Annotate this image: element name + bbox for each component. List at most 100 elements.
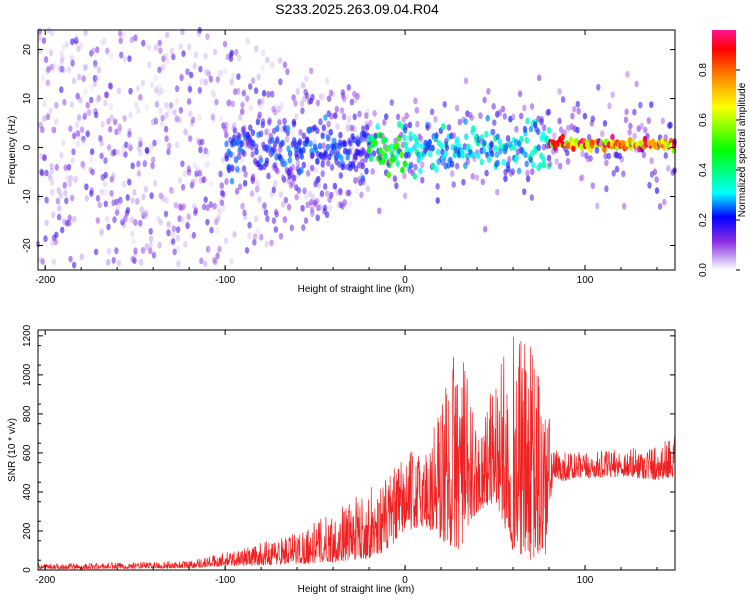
- spectrogram-point: [115, 148, 120, 156]
- spectrogram-point: [641, 151, 647, 159]
- spectrogram-point: [95, 46, 100, 54]
- spectrogram-point: [297, 138, 303, 146]
- spectrogram-point: [232, 134, 237, 142]
- spectrogram-point: [406, 151, 411, 159]
- spectrogram-point: [329, 112, 334, 120]
- spectrogram-point: [537, 74, 542, 82]
- spectrogram-point: [332, 112, 338, 119]
- spectrogram-point: [173, 202, 179, 209]
- spectrogram-point: [427, 122, 432, 129]
- y-tick-label: 400: [22, 483, 33, 500]
- spectrogram-point: [247, 221, 252, 229]
- spectrogram-point: [544, 135, 549, 143]
- spectrogram-point: [304, 193, 309, 201]
- spectrogram-point: [400, 166, 405, 174]
- spectrogram-point: [49, 29, 55, 37]
- spectrogram-point: [460, 148, 465, 156]
- spectrogram-point: [255, 179, 260, 187]
- spectrogram-point: [203, 78, 208, 86]
- spectrogram-point: [522, 125, 528, 133]
- spectrogram-point: [291, 94, 296, 101]
- spectrogram-point: [174, 97, 180, 105]
- spectrogram-point: [57, 204, 62, 212]
- spectrogram-point: [490, 150, 495, 158]
- spectrogram-point: [84, 194, 90, 202]
- spectrogram-point: [517, 90, 523, 98]
- spectrogram-point: [338, 187, 343, 195]
- spectrogram-point: [127, 141, 132, 149]
- spectrogram-point: [309, 199, 314, 206]
- spectrogram-point: [37, 34, 42, 42]
- spectrogram-point: [340, 89, 346, 96]
- spectrogram-point: [434, 132, 439, 139]
- spectrogram-point: [187, 43, 192, 51]
- spectrogram-point: [250, 143, 255, 151]
- spectrogram-point: [663, 152, 668, 159]
- spectrogram-frame: [37, 29, 676, 271]
- spectrogram-point: [417, 133, 422, 141]
- spectrogram-point: [480, 178, 485, 186]
- spectrogram-point: [324, 211, 330, 219]
- spectrogram-point: [70, 157, 75, 165]
- spectrogram-point: [273, 109, 278, 116]
- spectrogram-point: [189, 182, 195, 189]
- spectrogram-point: [340, 163, 345, 171]
- spectrogram-point: [171, 225, 177, 233]
- spectrogram-point: [446, 124, 452, 131]
- spectrogram-point: [42, 115, 47, 122]
- spectrogram-point: [242, 150, 247, 158]
- spectrogram-point: [82, 113, 87, 120]
- spectrogram-point: [392, 175, 398, 183]
- spectrogram-point: [627, 128, 632, 136]
- spectrogram-point: [40, 74, 46, 82]
- spectrogram-point: [281, 176, 287, 183]
- spectrogram-point: [479, 158, 484, 166]
- spectrogram-point: [318, 93, 324, 101]
- spectrogram-point: [434, 166, 439, 173]
- spectrogram-point: [471, 125, 476, 133]
- spectrogram-point: [83, 63, 89, 71]
- spectrogram-point: [342, 199, 347, 207]
- spectrogram-point: [280, 201, 286, 208]
- spectrogram-point: [258, 155, 263, 162]
- spectrogram-point: [183, 240, 188, 248]
- x-tick-label: 100: [577, 275, 594, 286]
- colorbar-tick-label: 0.4: [698, 163, 709, 177]
- spectrogram-point: [121, 180, 127, 188]
- spectrogram-point: [666, 165, 671, 172]
- spectrogram-point: [529, 103, 535, 110]
- spectrogram-point: [212, 202, 217, 210]
- spectrogram-point: [157, 83, 162, 91]
- spectrogram-point: [519, 135, 524, 143]
- spectrogram-point: [413, 163, 418, 171]
- spectrogram-point: [224, 121, 229, 129]
- spectrogram-point: [250, 77, 256, 84]
- spectrogram-point: [332, 147, 337, 155]
- spectrogram-point: [273, 180, 278, 188]
- spectrogram-point: [341, 95, 347, 103]
- spectrogram-point: [455, 162, 460, 170]
- spectrogram-point: [166, 229, 171, 237]
- y-tick-label: 200: [22, 522, 33, 539]
- spectrogram-point: [270, 136, 275, 144]
- spectrogram-point: [160, 114, 165, 122]
- spectrogram-point: [287, 156, 293, 164]
- spectrogram-point: [240, 202, 245, 210]
- spectrogram-point: [455, 136, 460, 144]
- spectrogram-point: [419, 142, 425, 150]
- spectrogram-point: [215, 227, 220, 234]
- spectrogram-point: [313, 166, 319, 174]
- spectrogram-point: [54, 164, 59, 171]
- spectrogram-point: [533, 121, 538, 129]
- spectrogram-point: [95, 194, 101, 202]
- spectrogram-point: [414, 106, 419, 114]
- spectrogram-point: [558, 162, 563, 170]
- spectrogram-point: [285, 68, 290, 76]
- spectrogram-point: [502, 113, 507, 120]
- spectrogram-point: [236, 132, 241, 140]
- spectrogram-point: [250, 175, 255, 183]
- spectrogram-point: [210, 89, 215, 96]
- spectrogram-point: [261, 49, 266, 57]
- spectrogram-point: [82, 64, 88, 71]
- spectrogram-point: [68, 174, 74, 182]
